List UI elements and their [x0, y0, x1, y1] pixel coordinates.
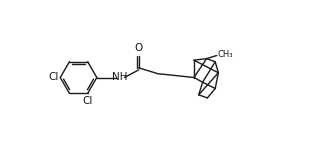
- Text: Cl: Cl: [82, 96, 93, 106]
- Text: CH₃: CH₃: [218, 51, 233, 60]
- Text: O: O: [135, 43, 143, 53]
- Text: Cl: Cl: [49, 73, 59, 82]
- Text: NH: NH: [112, 73, 128, 82]
